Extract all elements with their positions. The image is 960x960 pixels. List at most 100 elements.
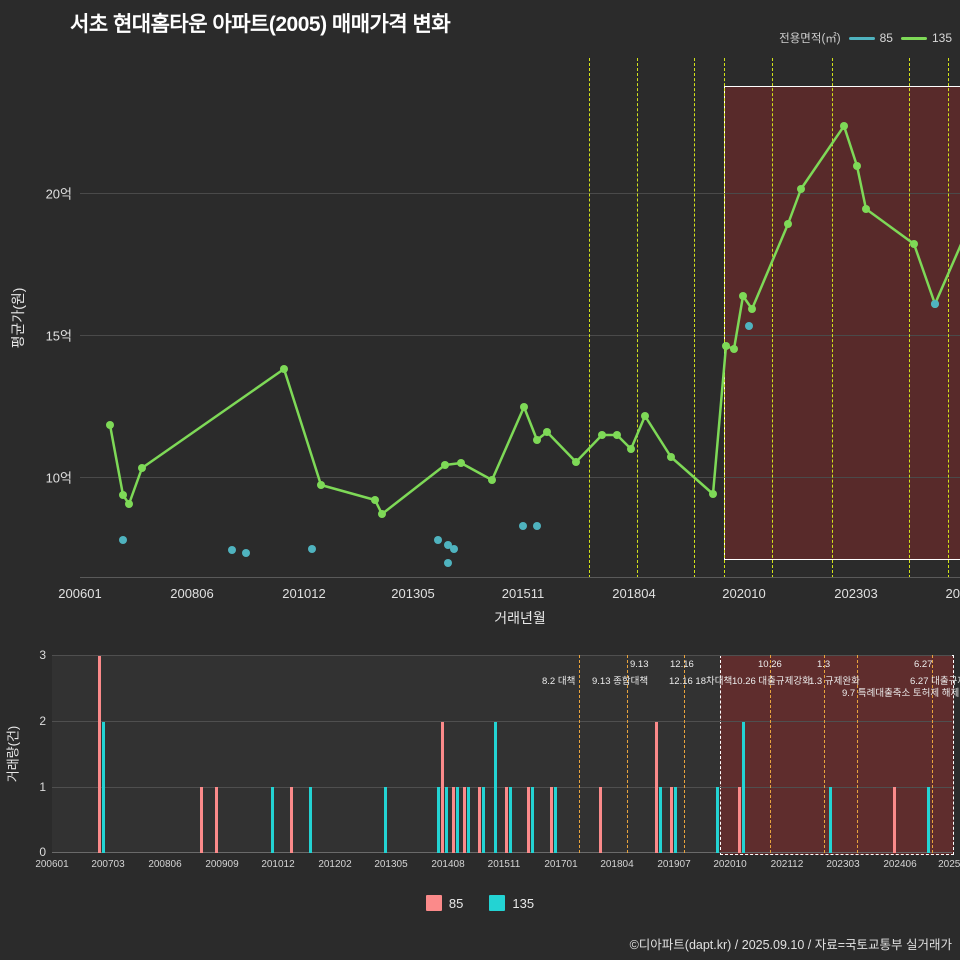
volume-bar-135: [101, 721, 105, 853]
legend-bottom-item-135[interactable]: 135: [489, 895, 534, 911]
volume-bars: [52, 655, 952, 853]
volume-bar-85: [214, 787, 218, 853]
gridline-15: [80, 335, 960, 336]
legend-top-label-135: 135: [931, 31, 952, 45]
legend-bottom: 85 135: [0, 895, 960, 911]
event-line-201912: [694, 58, 695, 578]
volume-xtick-10: 201804: [600, 859, 634, 870]
line-135: [108, 124, 960, 516]
policy-label-12-16: 12.16 18차대책: [669, 676, 733, 687]
event-line-202010: [724, 58, 725, 578]
xtick-201804: 201804: [612, 586, 656, 601]
policy-label-1-3: 1.3 규제완화: [809, 676, 860, 687]
legend-top-item-85[interactable]: 85: [848, 31, 893, 45]
volume-xtick-0: 200601: [35, 859, 69, 870]
markers-135: [106, 122, 939, 518]
volume-bar-85: [738, 787, 742, 853]
policy-label-10-26: 10.26 대출규제강화: [732, 676, 811, 687]
x-axis-label: 거래년월: [494, 610, 546, 626]
xtick-201511: 201511: [501, 586, 545, 601]
volume-xtick-5: 201202: [318, 859, 352, 870]
volume-bar-85: [440, 721, 444, 853]
volume-xtick-7: 201408: [431, 859, 465, 870]
volume-bar-135: [384, 787, 388, 853]
policy-line-8-2: [579, 655, 580, 853]
volume-bar-135: [553, 787, 557, 853]
volume-ytick-0: 0: [39, 845, 46, 859]
policy-date-9-13: 9.13: [630, 659, 649, 670]
volume-bar-85: [892, 787, 896, 853]
volume-xtick-6: 201305: [374, 859, 408, 870]
volume-gridline-2: [52, 721, 952, 722]
volume-bar-135: [926, 787, 930, 853]
volume-gridline-1: [52, 787, 952, 788]
volume-bar-85: [670, 787, 674, 853]
policy-label-6-27: 6.27 대출규제: [910, 676, 960, 687]
policy-line-12-16: [684, 655, 685, 853]
legend-bottom-label-85: 85: [448, 895, 464, 911]
volume-bar-135: [493, 721, 497, 853]
plot-background: [80, 58, 960, 578]
volume-ytick-2: 2: [39, 714, 46, 728]
xtick-2025: 2025: [945, 586, 960, 601]
volume-bar-85: [504, 787, 508, 853]
event-line-201809: [637, 58, 638, 578]
policy-line-10-26: [770, 655, 771, 853]
volume-y-axis-label: 거래량(건): [5, 725, 21, 783]
volume-bar-85: [549, 787, 553, 853]
volume-bar-135: [271, 787, 275, 853]
volume-highlight-region: [720, 655, 954, 855]
volume-bar-135: [508, 787, 512, 853]
xtick-202303: 202303: [834, 586, 878, 601]
markers-85: [119, 300, 939, 567]
xtick-201305: 201305: [391, 586, 435, 601]
policy-line-9-13: [627, 655, 628, 853]
legend-top-item-135[interactable]: 135: [900, 31, 952, 45]
footer-credit: ©디아파트(dapt.kr) / 2025.09.10 / 자료=국토교통부 실…: [629, 938, 952, 952]
legend-top-label: 전용면적(㎡): [779, 33, 841, 45]
page-title: 서초 현대홈타운 아파트(2005) 매매가격 변화: [70, 13, 451, 36]
volume-bar-85: [290, 787, 293, 853]
volume-bar-135: [444, 787, 448, 853]
volume-bar-135: [455, 787, 459, 853]
legend-line-135: [900, 36, 927, 40]
gridline-20: [80, 193, 960, 194]
policy-label-8-2: 8.2 대책: [542, 676, 576, 687]
volume-bar-135: [674, 787, 678, 853]
volume-xtick-13: 202112: [770, 859, 804, 870]
event-line-201708: [589, 58, 590, 578]
volume-bar-85: [527, 787, 531, 853]
volume-xtick-16: 20250: [938, 859, 960, 870]
volume-xtick-11: 201907: [657, 859, 691, 870]
event-line-202112: [772, 58, 773, 578]
policy-date-6-27: 6.27: [914, 659, 933, 670]
policy-date-10-26: 10.26: [758, 659, 782, 670]
legend-swatch-85: [425, 895, 442, 911]
volume-bar-85: [463, 787, 467, 853]
volume-bar-135: [742, 721, 746, 853]
volume-bar-135: [715, 787, 719, 853]
xtick-202010: 202010: [722, 586, 766, 601]
event-line-202303: [832, 58, 833, 578]
volume-gridline-0: [52, 852, 952, 853]
volume-gridline-3: [52, 655, 952, 656]
volume-bar-135: [467, 787, 471, 853]
policy-date-12-16: 12.16: [670, 659, 694, 670]
ytick-10: 10억: [45, 470, 72, 486]
legend-top-label-85: 85: [879, 31, 893, 45]
highlight-region: [724, 86, 960, 560]
series-layer: [106, 122, 960, 567]
xtick-201012: 201012: [282, 586, 326, 601]
policy-date-1-3: 1.3: [817, 659, 831, 670]
ytick-20: 20억: [45, 186, 72, 202]
volume-bar-135: [531, 787, 535, 853]
volume-bar-135: [309, 787, 313, 853]
policy-label-9-13: 9.13 종합대책: [592, 676, 649, 687]
legend-bottom-item-85[interactable]: 85: [425, 895, 464, 911]
volume-xtick-15: 202406: [883, 859, 917, 870]
legend-swatch-135: [489, 895, 506, 911]
volume-chart: 3 2 1 0 8.2 대책 9.13 9.13 종합대책 12.16 12.1…: [6, 648, 960, 870]
legend-top: 전용면적(㎡) 85 135: [779, 30, 952, 46]
volume-xtick-12: 202010: [713, 859, 747, 870]
y-axis-label: 평균가(원): [10, 287, 26, 349]
